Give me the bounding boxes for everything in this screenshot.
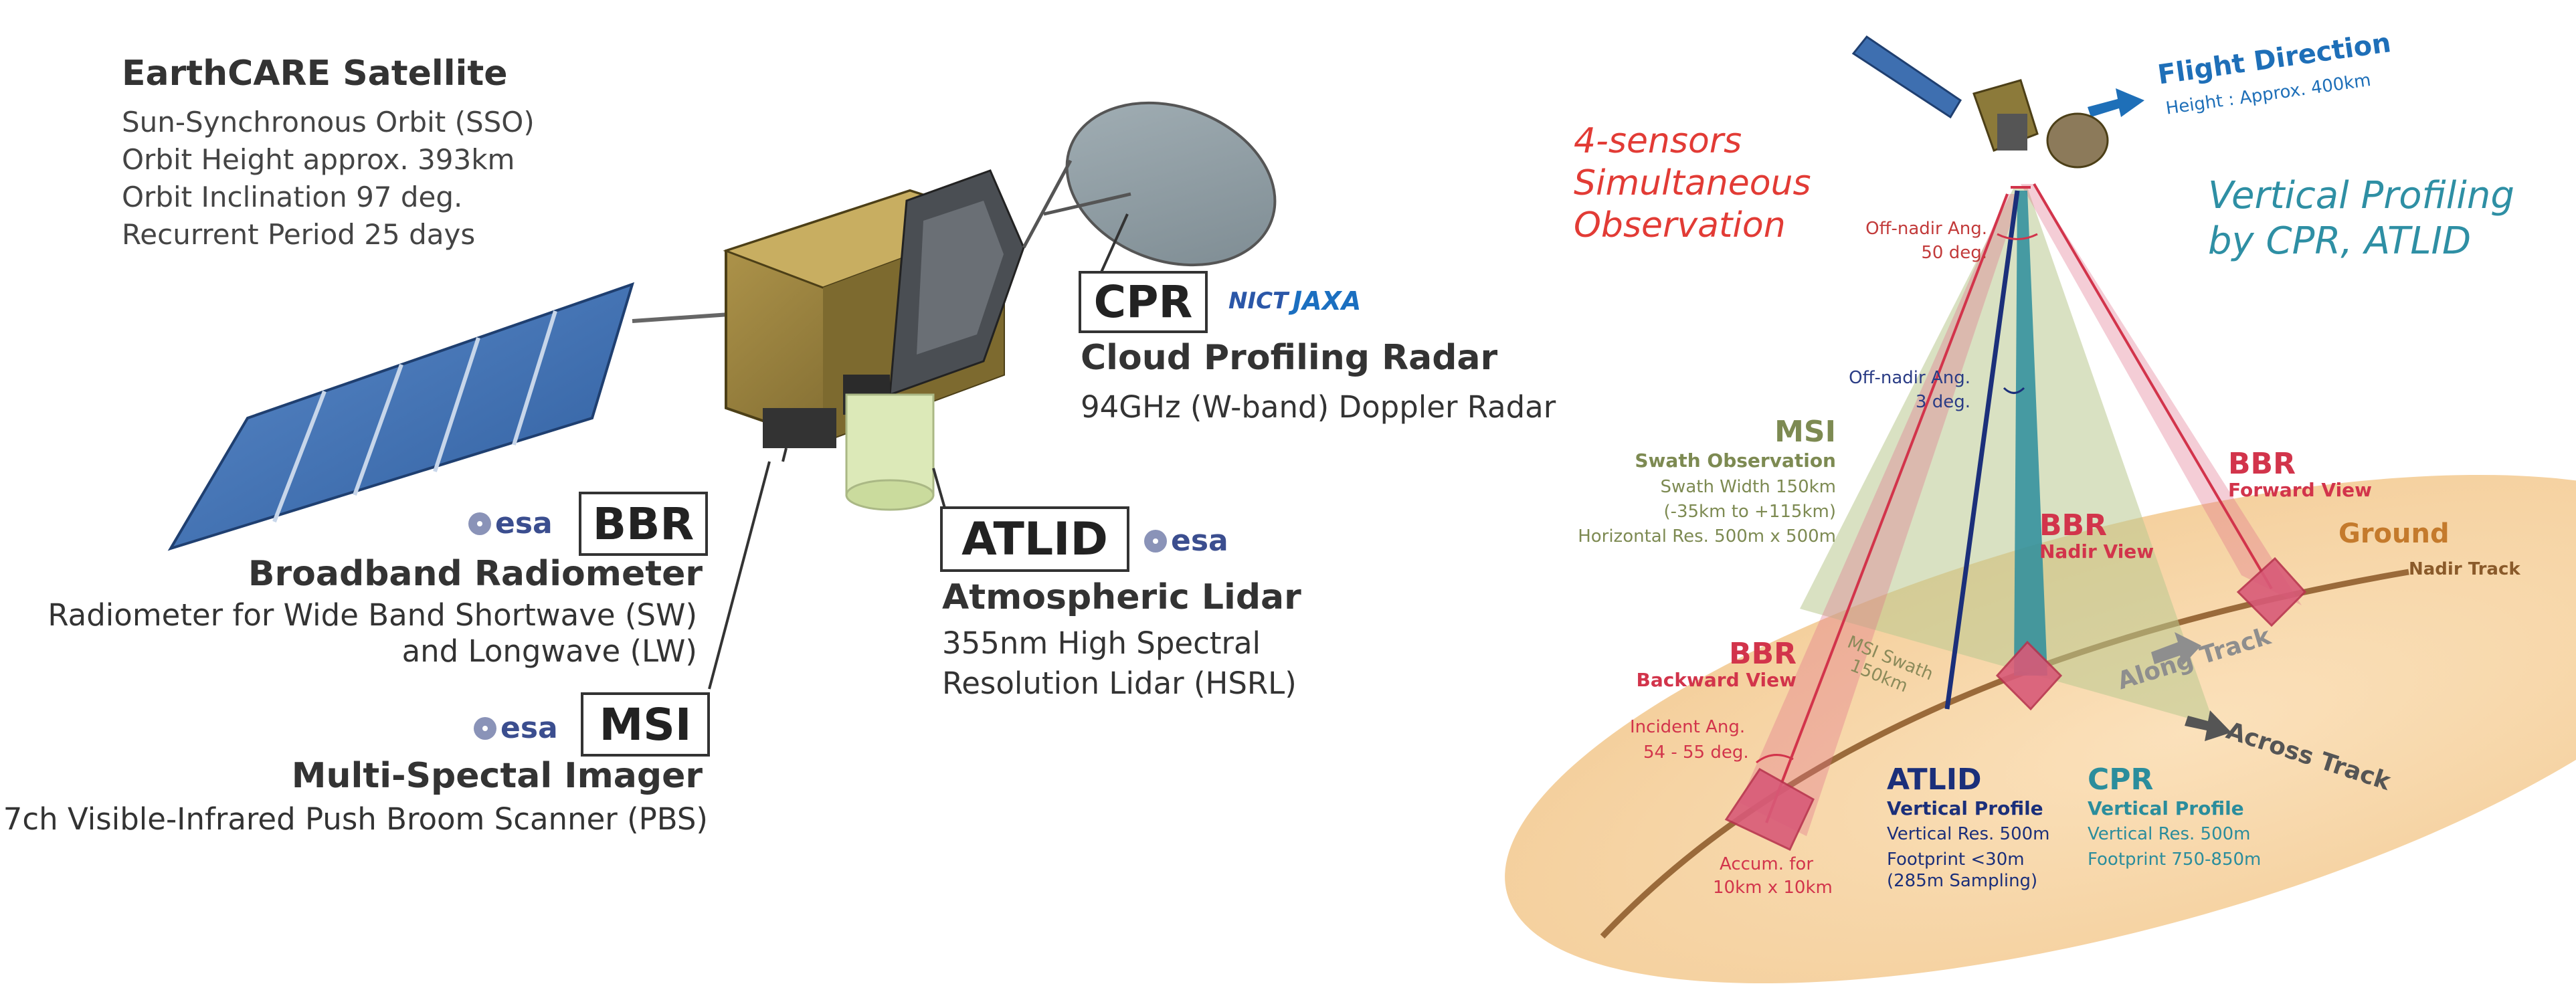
cpr-obs-line-1: Vertical Res. 500m [2088, 824, 2251, 844]
nadir-track-label: Nadir Track [2409, 559, 2520, 579]
vertical-profiling-line-2: by CPR, ATLID [2208, 219, 2472, 263]
small-satellite [1851, 35, 2109, 169]
incident-line-1: Incident Ang. [1630, 717, 1746, 737]
bbr-esa-logo: esa [468, 506, 553, 540]
off-nadir-50-line-2: 50 deg. [1921, 243, 1987, 263]
recurrent-period: Recurrent Period 25 days [122, 218, 476, 251]
bbr-forward-sub: Forward View [2228, 479, 2373, 501]
msi-esa-logo: esa [474, 711, 558, 745]
bbr-name: Broadband Radiometer [248, 554, 703, 594]
cpr-badge: CPR [1079, 271, 1208, 333]
off-nadir-3-line-1: Off-nadir Ang. [1849, 368, 1970, 388]
bbr-forward-title: BBR [2228, 447, 2296, 481]
cpr-beam [2014, 191, 2047, 676]
msi-desc: 7ch Visible-Infrared Push Broom Scanner … [3, 801, 708, 837]
bbr-nadir-footprint [1995, 640, 2063, 711]
atlid-obs-sub: Vertical Profile [1887, 797, 2043, 819]
atlid-beam [1944, 190, 2020, 710]
atlid-badge: ATLID [940, 506, 1129, 572]
flight-direction-arrow [2088, 88, 2144, 117]
msi-swath [1800, 187, 2215, 726]
jaxa-logo: JAXA [1293, 286, 1362, 316]
cpr-desc: 94GHz (W-band) Doppler Radar [1081, 389, 1556, 425]
orbit-height: Orbit Height approx. 393km [122, 143, 515, 176]
incident-line-2: 54 - 55 deg. [1643, 742, 1749, 763]
accum-line-2: 10km x 10km [1713, 878, 1833, 898]
ground-ellipse [1505, 474, 2576, 984]
msi-obs-title: MSI [1774, 415, 1836, 449]
esa-icon [468, 512, 491, 535]
cpr-obs-line-2: Footprint 750-850m [2088, 850, 2262, 870]
bbr-desc-2: and Longwave (LW) [401, 633, 697, 669]
bbr-desc-1: Radiometer for Wide Band Shortwave (SW) [48, 597, 697, 633]
solar-panel [167, 282, 730, 551]
accum-line-1: Accum. for [1720, 854, 1814, 874]
atlid-obs-line-3: (285m Sampling) [1887, 871, 2038, 891]
msi-badge: MSI [581, 692, 710, 757]
atlid-desc-1: 355nm High Spectral [942, 625, 1261, 661]
esa-icon [1144, 529, 1167, 553]
atlid-telescope [845, 393, 935, 511]
off-nadir-3-line-2: 3 deg. [1915, 392, 1970, 412]
bbr-forward-beam [2021, 184, 2302, 605]
bbr-forward-footprint [2236, 557, 2307, 627]
cpr-obs-title: CPR [2088, 763, 2154, 797]
simultaneous-line-2: Simultaneous [1574, 163, 1811, 203]
atlid-obs-title: ATLID [1887, 763, 1982, 797]
atlid-desc-2: Resolution Lidar (HSRL) [942, 666, 1297, 701]
along-track-arrow [2151, 632, 2201, 666]
cpr-dish [1022, 101, 1277, 267]
across-track-arrow [2185, 710, 2231, 741]
observation-diagram [1505, 35, 2576, 984]
bbr-nadir-sub: Nadir View [2039, 540, 2154, 563]
bbr-backward-sub: Backward View [1636, 669, 1797, 691]
orbit-inclination: Orbit Inclination 97 deg. [122, 181, 463, 213]
bbr-backward-beam [1740, 194, 2021, 836]
satellite-title: EarthCARE Satellite [122, 54, 508, 94]
cpr-name: Cloud Profiling Radar [1081, 338, 1498, 378]
bbr-backward-footprint [1724, 768, 1815, 852]
atlid-name: Atmospheric Lidar [942, 577, 1301, 617]
simultaneous-line-3: Observation [1574, 205, 1786, 245]
msi-obs-line-2: (-35km to +115km) [1663, 502, 1836, 522]
orbit-type: Sun-Synchronous Orbit (SSO) [122, 106, 535, 138]
nict-logo: NICT [1228, 288, 1289, 314]
esa-icon [474, 716, 496, 740]
off-nadir-50-line-1: Off-nadir Ang. [1865, 219, 1987, 239]
atlid-esa-logo: esa [1144, 524, 1228, 558]
bbr-backward-title: BBR [1729, 637, 1797, 671]
satellite-bus [723, 169, 1025, 448]
msi-name: Multi-Spectal Imager [291, 756, 703, 796]
vertical-profiling-line-1: Vertical Profiling [2208, 174, 2514, 217]
satellite-illustration [167, 101, 1277, 690]
msi-obs-line-3: Horizontal Res. 500m x 500m [1578, 526, 1836, 546]
cpr-obs-sub: Vertical Profile [2088, 797, 2244, 819]
ground-label: Ground [2338, 518, 2450, 549]
atlid-obs-line-2: Footprint <30m [1887, 850, 2025, 870]
msi-obs-line-1: Swath Width 150km [1660, 477, 1836, 497]
atlid-obs-line-1: Vertical Res. 500m [1887, 824, 2050, 844]
bbr-nadir-title: BBR [2039, 508, 2107, 542]
msi-obs-sub: Swath Observation [1635, 450, 1836, 472]
simultaneous-line-1: 4-sensors [1574, 121, 1742, 161]
bbr-badge: BBR [579, 492, 708, 556]
